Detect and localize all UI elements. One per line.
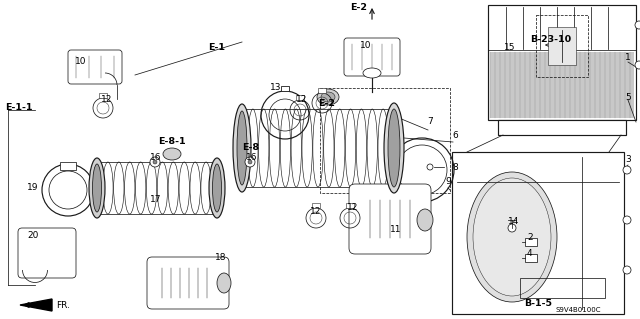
Circle shape [153, 160, 157, 164]
Text: 16: 16 [150, 152, 161, 161]
Circle shape [427, 164, 433, 170]
Bar [525, 254, 537, 262]
Text: 15: 15 [504, 43, 515, 53]
Bar [296, 95, 304, 100]
Ellipse shape [467, 172, 557, 302]
Ellipse shape [388, 109, 400, 187]
Ellipse shape [233, 104, 251, 192]
Bar [548, 27, 576, 65]
Text: 12: 12 [101, 95, 113, 105]
Text: E-2: E-2 [350, 4, 367, 12]
Ellipse shape [212, 164, 221, 212]
Bar [498, 120, 626, 135]
Ellipse shape [473, 178, 551, 296]
Ellipse shape [237, 111, 247, 185]
Ellipse shape [217, 273, 231, 293]
Text: E-8-1: E-8-1 [158, 137, 186, 146]
Text: B-1-5: B-1-5 [524, 299, 552, 308]
Circle shape [635, 21, 640, 29]
Text: 5: 5 [625, 93, 631, 101]
Circle shape [248, 160, 252, 164]
Ellipse shape [384, 103, 404, 193]
Text: E-8: E-8 [242, 144, 259, 152]
Text: 10: 10 [360, 41, 371, 49]
Text: 13: 13 [270, 84, 282, 93]
Bar [490, 52, 634, 118]
Ellipse shape [317, 89, 339, 105]
Bar [525, 238, 537, 246]
Ellipse shape [209, 158, 225, 218]
Ellipse shape [321, 92, 335, 102]
Text: 4: 4 [527, 249, 532, 258]
Circle shape [245, 157, 255, 167]
Bar [536, 15, 588, 77]
Bar [320, 88, 450, 193]
Text: E-1-1: E-1-1 [5, 103, 33, 113]
Bar [346, 203, 354, 208]
Ellipse shape [89, 158, 105, 218]
Text: 6: 6 [452, 130, 458, 139]
FancyBboxPatch shape [344, 38, 400, 76]
Bar [488, 5, 636, 120]
Text: 12: 12 [296, 95, 307, 105]
Text: B-23-10: B-23-10 [530, 35, 571, 44]
FancyBboxPatch shape [349, 184, 431, 254]
Text: 11: 11 [390, 226, 401, 234]
Text: FR.: FR. [56, 300, 70, 309]
FancyBboxPatch shape [68, 50, 122, 84]
Ellipse shape [93, 164, 102, 212]
Circle shape [623, 266, 631, 274]
Bar [99, 93, 107, 98]
Bar [318, 88, 326, 93]
Text: 2: 2 [527, 234, 532, 242]
Ellipse shape [163, 148, 181, 160]
Text: 8: 8 [452, 164, 458, 173]
Text: 18: 18 [215, 254, 227, 263]
Text: 20: 20 [27, 231, 38, 240]
Text: 16: 16 [246, 152, 257, 161]
Bar [312, 203, 320, 208]
Text: 12: 12 [310, 207, 321, 217]
Circle shape [635, 61, 640, 69]
Polygon shape [20, 299, 52, 311]
Text: 9: 9 [445, 177, 451, 187]
Bar [452, 152, 624, 314]
Text: 7: 7 [427, 117, 433, 127]
Text: 10: 10 [75, 57, 86, 66]
Bar [60, 162, 76, 170]
Text: 12: 12 [347, 204, 358, 212]
FancyBboxPatch shape [18, 228, 76, 278]
Ellipse shape [417, 209, 433, 231]
Text: E-1: E-1 [208, 43, 225, 53]
Circle shape [150, 157, 160, 167]
Circle shape [508, 224, 516, 232]
Text: 14: 14 [508, 218, 520, 226]
Text: 19: 19 [27, 183, 38, 192]
FancyBboxPatch shape [147, 257, 229, 309]
Circle shape [623, 166, 631, 174]
Circle shape [623, 216, 631, 224]
Text: 17: 17 [150, 196, 161, 204]
Ellipse shape [363, 68, 381, 78]
Text: 1: 1 [625, 54, 631, 63]
Text: 3: 3 [625, 155, 631, 165]
Bar [520, 278, 605, 298]
Bar [281, 86, 289, 91]
Text: S9V4B0100C: S9V4B0100C [555, 307, 600, 313]
Text: E-2: E-2 [318, 99, 335, 108]
